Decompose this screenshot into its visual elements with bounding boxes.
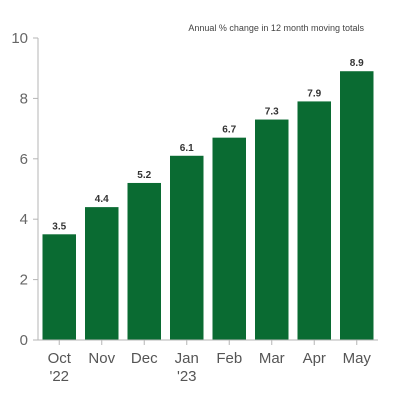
y-tick-label: 2 (20, 272, 28, 289)
bar (212, 137, 246, 340)
bars: 3.5 4.4 5.2 6.1 6.7 7.3 7.9 8.9 (42, 58, 374, 340)
bar (340, 71, 374, 340)
x-tick-label: Dec (131, 350, 158, 367)
x-tick-label: Jan (175, 350, 199, 367)
y-tick-label: 6 (20, 151, 28, 168)
x-tick-label: Mar (259, 350, 285, 367)
y-axis: 0 2 4 6 8 10 (11, 30, 39, 349)
data-label: 7.9 (307, 88, 321, 99)
data-label: 5.2 (137, 170, 151, 181)
bar (127, 182, 161, 340)
bar (297, 101, 331, 340)
data-label: 3.5 (52, 221, 66, 232)
data-label: 8.9 (350, 58, 364, 69)
x-tick-label: Feb (216, 350, 242, 367)
data-label: 7.3 (265, 107, 279, 118)
bar (85, 207, 119, 340)
data-label: 4.4 (95, 194, 109, 205)
x-axis: Oct'22 Nov Dec Jan'23 Feb Mar Apr May (38, 339, 378, 385)
bar (170, 155, 204, 340)
x-tick-label: Oct (48, 350, 72, 367)
chart-annotation: Annual % change in 12 month moving total… (188, 23, 364, 33)
data-label: 6.7 (222, 125, 236, 136)
y-tick-label: 4 (20, 211, 28, 228)
y-tick-label: 10 (11, 30, 28, 47)
bar (255, 119, 289, 340)
x-tick-label: '22 (49, 368, 69, 385)
data-label: 6.1 (180, 143, 194, 154)
y-tick-label: 8 (20, 90, 28, 107)
bar (42, 234, 76, 340)
x-tick-label: Apr (303, 350, 326, 367)
y-tick-label: 0 (20, 332, 28, 349)
x-tick-label: May (343, 350, 372, 367)
x-tick-label: Nov (88, 350, 115, 367)
x-tick-label: '23 (177, 368, 197, 385)
